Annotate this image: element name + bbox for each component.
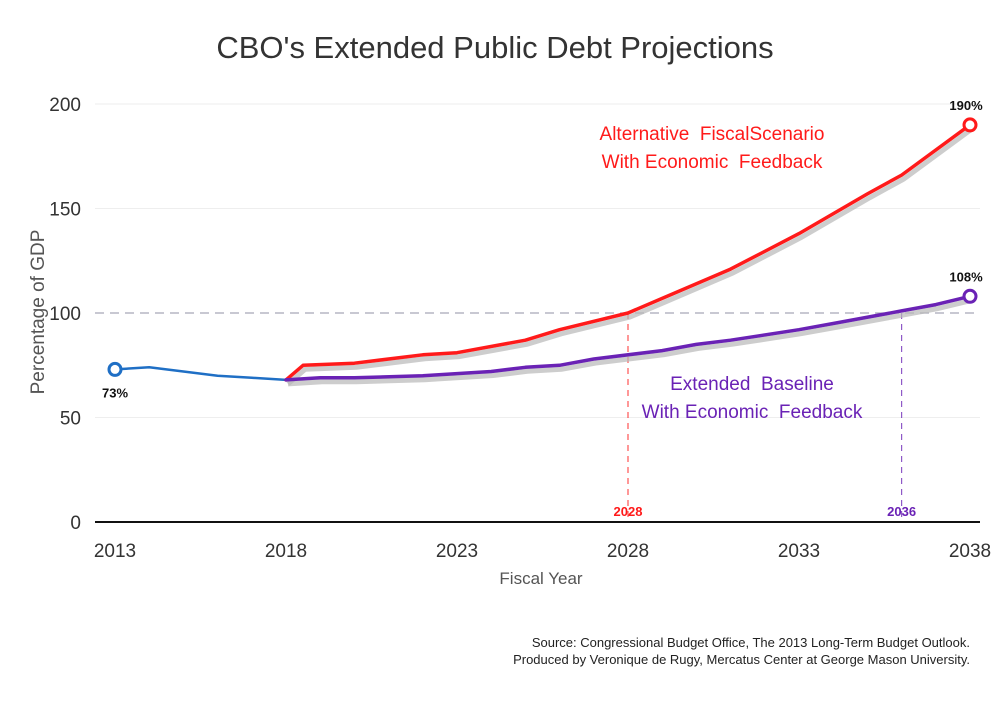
x-tick-label: 2038 (949, 541, 991, 562)
x-tick-label: 2018 (265, 541, 307, 562)
x-axis-label: Fiscal Year (499, 569, 582, 588)
y-axis-label: Percentage of GDP (28, 230, 49, 395)
series-lines (113, 123, 974, 387)
marker-end-alternative (962, 117, 978, 133)
series-label-baseline: With Economic Feedback (642, 402, 863, 423)
value-label-historical: 73% (102, 385, 128, 400)
line-baseline (284, 294, 972, 382)
line-shadow-alternative (286, 126, 974, 386)
series-label-baseline: Extended Baseline (670, 374, 834, 395)
line-shadow-baseline (287, 297, 973, 387)
crossing-guides: 2028 2036 (614, 313, 916, 522)
crossing-year-alternative: 2028 (614, 504, 643, 519)
grid-lines (95, 103, 980, 523)
y-tick-label: 150 (49, 200, 81, 221)
series-label-alternative: With Economic Feedback (602, 152, 823, 173)
chart-title: CBO's Extended Public Debt Projections (216, 30, 773, 65)
series-label-alternative: Alternative FiscalScenario (600, 124, 825, 145)
y-tick-label: 100 (49, 304, 81, 325)
y-tick-label: 0 (70, 513, 81, 534)
y-tick-label: 200 (49, 95, 81, 116)
x-tick-label: 2033 (778, 541, 820, 562)
line-alternative (284, 123, 972, 382)
y-tick-label: 50 (60, 409, 81, 430)
source-line-2: Produced by Veronique de Rugy, Mercatus … (513, 652, 970, 667)
source-note: Source: Congressional Budget Office, The… (513, 634, 970, 668)
x-axis-ticks: 2013 2018 2023 2028 2033 2038 (94, 541, 991, 562)
marker-start-historical (107, 361, 123, 377)
crossing-year-baseline: 2036 (887, 504, 916, 519)
x-tick-label: 2013 (94, 541, 136, 562)
source-line-1: Source: Congressional Budget Office, The… (531, 635, 970, 650)
value-label-baseline: 108% (949, 269, 983, 284)
marker-end-baseline (962, 288, 978, 304)
line-historical (113, 366, 288, 382)
x-tick-label: 2028 (607, 541, 649, 562)
y-axis-ticks: 0 50 100 150 200 (49, 95, 81, 534)
value-label-alternative: 190% (949, 98, 983, 113)
x-tick-label: 2023 (436, 541, 478, 562)
series-markers: 73% 190% 108% (102, 98, 983, 401)
series-labels: Alternative FiscalScenario With Economic … (600, 124, 863, 423)
